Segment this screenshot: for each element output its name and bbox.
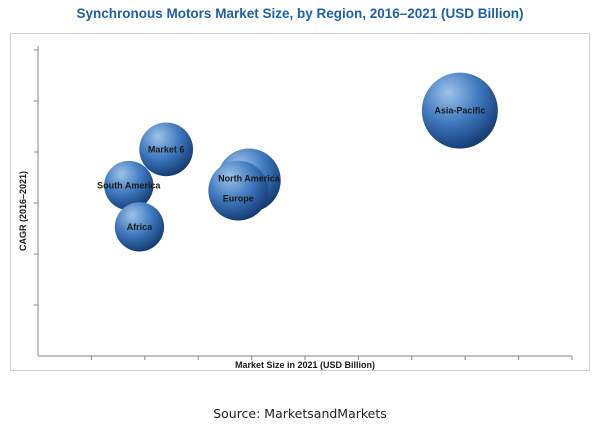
y-axis-ticks [34,49,38,306]
bubble-label-north-america: North America [218,173,281,183]
bubble-label-asia-pacific: Asia-Pacific [434,106,485,116]
chart-title: Synchronous Motors Market Size, by Regio… [76,6,524,21]
bubble-south-america [104,160,154,211]
y-axis-label: CAGR (2016–2021) [18,171,28,251]
bubble-series: Asia-Pacific North America Europe Market 6 S… [97,72,498,252]
x-axis-label: Market Size in 2021 (USD Billion) [235,360,375,370]
x-axis-ticks [90,356,573,360]
bubble-label-market-6: Market 6 [148,144,185,154]
bubble-europe [208,160,269,221]
chart-frame [10,33,590,371]
bubble-asia-pacific [421,72,498,149]
source-note: Source: MarketsandMarkets [213,406,387,421]
bubble-label-south-america: South America [97,181,161,191]
bubble-label-africa: Africa [127,222,154,232]
bubble-label-europe: Europe [223,194,254,204]
bubble-market-6 [139,122,194,177]
bubble-africa [114,202,165,252]
